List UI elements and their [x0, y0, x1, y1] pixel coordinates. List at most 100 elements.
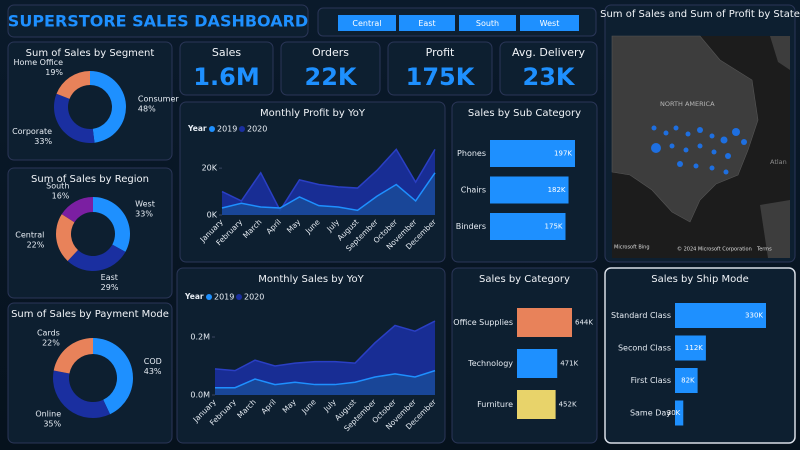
donut-value-label: 48% [138, 104, 156, 113]
bar [675, 303, 766, 328]
slicer-button[interactable] [459, 15, 516, 31]
bar [675, 368, 698, 393]
map-bubble [663, 130, 669, 136]
legend-title: Year [187, 124, 207, 133]
bar-category-label: Chairs [461, 186, 486, 195]
donut-category-label: East [101, 273, 118, 282]
slicer-label: Central [352, 19, 381, 28]
bar-value-label: 452K [559, 401, 577, 409]
map-bubble [732, 128, 740, 136]
bar-category-label: Standard Class [611, 311, 671, 320]
header-panel [7, 4, 309, 38]
map-bubble [697, 143, 703, 149]
legend-title: Year [184, 292, 204, 301]
map-bubble [673, 125, 679, 131]
bar [675, 400, 684, 426]
map-bubble [651, 143, 661, 153]
slicer-label: West [540, 19, 560, 28]
map-bubble [711, 149, 717, 155]
bar-category-label: Furniture [477, 400, 513, 409]
bar-value-label: 112K [685, 344, 703, 352]
slicer: Central East South West [338, 15, 579, 31]
map-copyright: © 2024 Microsoft Corporation [677, 246, 752, 253]
bar-value-label: 471K [560, 360, 578, 368]
bar-value-label: 30K [667, 409, 681, 417]
map-bubble [697, 127, 703, 133]
donut-category-label: Consumer [138, 94, 180, 103]
map-terms[interactable]: Terms [756, 247, 772, 253]
slicer-button[interactable] [520, 15, 579, 31]
map-bubble [741, 139, 747, 145]
bar [490, 140, 575, 167]
chart-panel [7, 41, 173, 161]
donut-segment [53, 370, 111, 418]
bar-value-label: 182K [548, 186, 566, 194]
donut-value-label: 22% [42, 338, 60, 347]
chart-title: Sum of Sales by Payment Mode [11, 309, 169, 320]
map-bubble [651, 125, 657, 131]
legend-label: 2020 [244, 293, 264, 302]
chart-title: Monthly Sales by YoY [258, 274, 364, 285]
bar [517, 349, 558, 378]
map-bubbles [651, 125, 747, 175]
bar-value-label: 197K [554, 150, 572, 158]
bar-value-label: 175K [545, 223, 563, 231]
kpi-card [387, 41, 493, 96]
donut-segment [93, 197, 130, 252]
kpi-card [280, 41, 381, 96]
bar-value-label: 644K [575, 319, 593, 327]
map-land [760, 36, 790, 258]
bar-category-label: Same Day [630, 409, 671, 418]
donut-segment [61, 197, 93, 223]
bar [490, 176, 569, 204]
donut-value-label: 19% [45, 68, 63, 77]
map-bubble [685, 131, 691, 137]
slicer-button[interactable] [338, 15, 396, 31]
bar-category-label: Technology [467, 359, 513, 368]
bar-category-label: Binders [456, 222, 486, 231]
legend-label: 2020 [247, 125, 267, 134]
donut-segment [53, 338, 93, 374]
y-tick-label: 0K [207, 211, 218, 220]
donut-segment [53, 93, 95, 143]
donut-value-label: 16% [52, 192, 70, 201]
y-tick-label: 0.2M [190, 333, 210, 342]
map-title: Sum of Sales and Sum of Profit by State [600, 9, 800, 20]
slicer-button[interactable] [399, 15, 455, 31]
map-bubble [693, 163, 699, 169]
line [221, 172, 436, 212]
map-ocean-label: Atlan [770, 158, 787, 166]
bar [490, 213, 566, 240]
bar-category-label: First Class [631, 376, 671, 385]
map-land [611, 35, 759, 223]
kpi-label: Sales [212, 46, 242, 59]
slicer-label: South [476, 19, 499, 28]
line [221, 148, 436, 212]
kpi-row: Sales 1.6M Orders 22K Profit 175K Avg. Deliver… [179, 41, 598, 96]
kpi-label: Profit [426, 46, 455, 59]
donut-category-label: Home Office [13, 58, 63, 67]
chart-panel [7, 302, 173, 444]
chart-title: Sum of Sales by Region [31, 174, 149, 185]
map-provider: Microsoft Bing [614, 245, 650, 251]
map-bubble [723, 169, 729, 175]
legend-swatch [206, 294, 212, 300]
chart-title: Sales by Category [479, 274, 570, 285]
bar-category-label: Second Class [618, 344, 671, 353]
map-bubble [709, 133, 715, 139]
donut-category-label: Corporate [12, 127, 52, 136]
map-region-label: NORTH AMERICA [660, 100, 715, 108]
map-bubble [669, 143, 675, 149]
donut-value-label: 29% [101, 283, 119, 292]
line [214, 320, 436, 372]
donut-segment [56, 71, 90, 99]
legend-label: 2019 [214, 293, 234, 302]
donut-value-label: 33% [34, 137, 52, 146]
map-bubble [677, 161, 683, 167]
map-bubble [720, 136, 728, 144]
donut-segment [90, 71, 127, 143]
legend-swatch [209, 126, 215, 132]
chart-panel [7, 167, 173, 299]
chart-title: Sales by Ship Mode [651, 274, 748, 285]
donut-category-label: South [46, 182, 69, 191]
